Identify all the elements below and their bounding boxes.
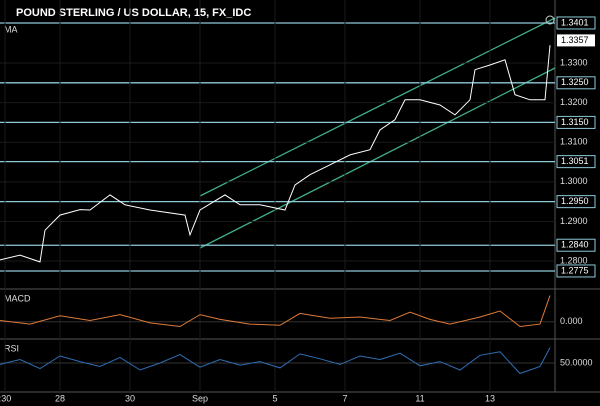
x-tick-label: 5	[272, 393, 277, 403]
y-tick-label: 1.3000	[560, 176, 588, 186]
x-tick-label: 30	[125, 393, 135, 403]
level-label: 1.2950	[561, 196, 589, 206]
last-price-tag	[557, 34, 595, 47]
y-tick-label: 1.2900	[560, 216, 588, 226]
level-label: 1.3401	[561, 17, 589, 27]
series-line	[0, 347, 551, 375]
series-line	[0, 45, 551, 263]
panel-label: MACD	[4, 293, 31, 303]
y-tick-label: 1.2800	[560, 255, 588, 265]
level-tag	[556, 238, 596, 252]
panel-label: RSI	[4, 343, 19, 353]
channel-line	[199, 67, 556, 249]
series-line	[0, 295, 551, 328]
level-label: 1.2775	[561, 265, 589, 275]
x-tick-label: Sep	[192, 393, 208, 403]
indicator-label: MA	[4, 24, 18, 34]
y-tick-label: 1.3300	[560, 57, 588, 67]
x-tick-label: :30	[0, 393, 11, 403]
level-tag	[556, 16, 596, 30]
x-tick-label: 28	[55, 393, 65, 403]
level-label: 1.3250	[561, 77, 589, 87]
level-tag	[556, 264, 596, 278]
level-tag	[556, 115, 596, 129]
level-tag	[556, 195, 596, 209]
x-tick-label: 7	[342, 393, 347, 403]
level-tag	[556, 76, 596, 90]
level-tag	[556, 155, 596, 169]
y-tick-label: 1.3100	[560, 137, 588, 147]
level-label: 1.3150	[561, 117, 589, 127]
y-tick-label: 0.000	[560, 316, 583, 326]
x-tick-label: 13	[485, 393, 495, 403]
last-price-label: 1.3357	[561, 35, 589, 45]
x-tick-label: 11	[415, 393, 424, 403]
anchor[interactable]	[545, 15, 555, 25]
y-tick-label: 50.0000	[560, 357, 593, 367]
level-label: 1.2840	[561, 240, 589, 250]
level-label: 1.3051	[561, 156, 589, 166]
channel-line	[199, 17, 556, 197]
chart-title: POUND STERLING / US DOLLAR, 15, FX_IDC	[16, 7, 251, 19]
y-tick-label: 1.3200	[560, 97, 588, 107]
